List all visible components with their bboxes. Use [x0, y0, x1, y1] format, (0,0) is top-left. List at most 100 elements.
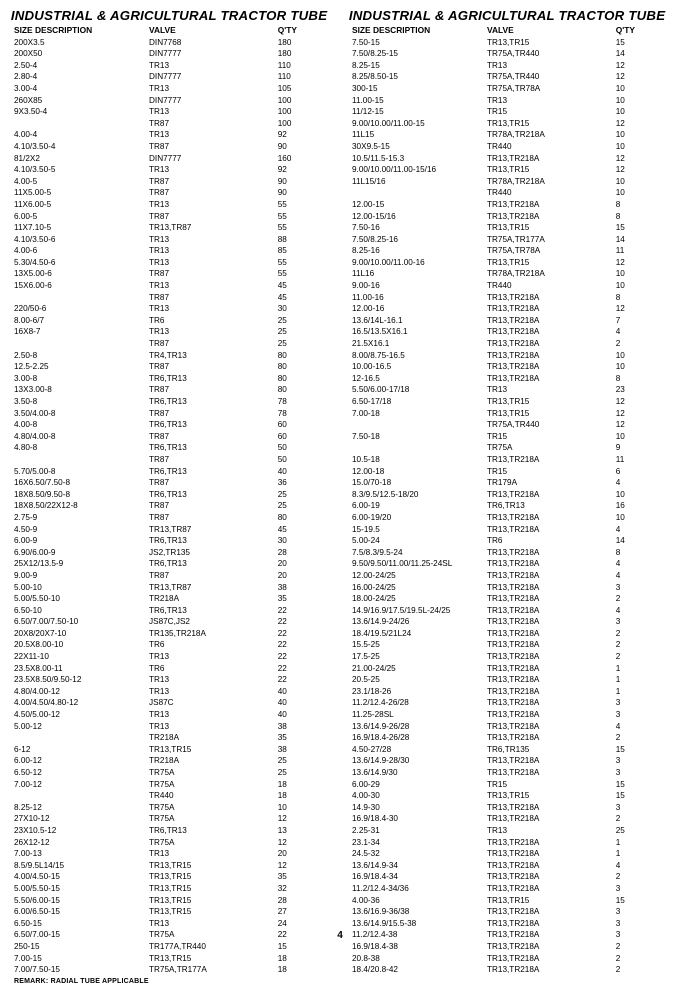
- cell-valve: TR13: [149, 848, 278, 860]
- cell-valve: TR13,TR218A: [487, 755, 616, 767]
- cell-size: 7.00-13: [14, 848, 149, 860]
- header-valve: VALVE: [487, 25, 616, 37]
- cell-qty: 10: [616, 95, 666, 107]
- cell-valve: TR87: [149, 500, 278, 512]
- cell-valve: TR13,TR15: [149, 953, 278, 965]
- cell-valve: TR13,TR218A: [487, 941, 616, 953]
- cell-size: 10.5/11.5-15.3: [352, 153, 487, 165]
- cell-qty: 15: [278, 941, 328, 953]
- cell-valve: TR13,TR218A: [487, 860, 616, 872]
- cell-valve: TR13,TR15: [487, 257, 616, 269]
- table-row: 3.50/4.00-8TR8778: [14, 408, 328, 420]
- cell-qty: 18: [278, 779, 328, 791]
- cell-size: 4.80/4.00-8: [14, 431, 149, 443]
- cell-qty: 12: [616, 303, 666, 315]
- cell-size: 3.50/4.00-8: [14, 408, 149, 420]
- table-row: 9X3.50-4TR13100: [14, 106, 328, 118]
- table-row: 16X6.50/7.50-8TR8736: [14, 477, 328, 489]
- table-row: 4.80-8TR6,TR1350: [14, 442, 328, 454]
- table-row: 4.10/3.50-6TR1388: [14, 234, 328, 246]
- cell-qty: 2: [616, 732, 666, 744]
- cell-qty: 25: [616, 825, 666, 837]
- cell-qty: 40: [278, 466, 328, 478]
- cell-size: 6.00-12: [14, 755, 149, 767]
- cell-size: 22X11-10: [14, 651, 149, 663]
- cell-valve: TR6,TR13: [149, 396, 278, 408]
- cell-size: 11.2/12.4-26/28: [352, 697, 487, 709]
- table-row: 8.25-16TR75A,TR78A11: [352, 245, 666, 257]
- cell-size: 2.50-8: [14, 350, 149, 362]
- cell-size: 23.5X8.00-11: [14, 663, 149, 675]
- table-row: 6.50/7.00/7.50-10JS87C,JS222: [14, 616, 328, 628]
- cell-valve: TR87: [149, 512, 278, 524]
- cell-size: 6.00-9: [14, 535, 149, 547]
- cell-size: 7.50-15: [352, 37, 487, 49]
- table-row: 2.80-4DIN7777110: [14, 71, 328, 83]
- cell-valve: TR87: [149, 176, 278, 188]
- page-content: INDUSTRIAL & AGRICULTURAL TRACTOR TUBESI…: [14, 8, 666, 985]
- cell-size: 16.9/18.4-34: [352, 871, 487, 883]
- cell-qty: 78: [278, 396, 328, 408]
- cell-size: 8.25-15: [352, 60, 487, 72]
- cell-valve: TR13,TR218A: [487, 547, 616, 559]
- cell-size: 7.50-18: [352, 431, 487, 443]
- cell-qty: 3: [616, 883, 666, 895]
- cell-qty: 12: [616, 153, 666, 165]
- table-row: 5.70/5.00-8TR6,TR1340: [14, 466, 328, 478]
- cell-size: 11X7.10-5: [14, 222, 149, 234]
- cell-size: 20X8/20X7-10: [14, 628, 149, 640]
- cell-qty: 60: [278, 419, 328, 431]
- cell-size: 81/2X2: [14, 153, 149, 165]
- table-row: 8.00-6/7TR625: [14, 315, 328, 327]
- table-row: 11.2/12.4-26/28TR13,TR218A3: [352, 697, 666, 709]
- cell-qty: 23: [616, 384, 666, 396]
- cell-qty: 10: [616, 512, 666, 524]
- cell-valve: JS87C: [149, 697, 278, 709]
- table-row: 11.00-16TR13,TR218A8: [352, 292, 666, 304]
- cell-valve: TR13,TR15: [487, 164, 616, 176]
- cell-size: 21.5X16.1: [352, 338, 487, 350]
- cell-qty: 3: [616, 767, 666, 779]
- cell-size: 10.5-18: [352, 454, 487, 466]
- cell-size: 220/50-6: [14, 303, 149, 315]
- cell-valve: TR13,TR218A: [487, 918, 616, 930]
- cell-qty: 38: [278, 721, 328, 733]
- cell-valve: TR13: [149, 709, 278, 721]
- cell-qty: 80: [278, 373, 328, 385]
- cell-qty: 20: [278, 558, 328, 570]
- cell-size: 11L16: [352, 268, 487, 280]
- cell-size: 7.00-12: [14, 779, 149, 791]
- cell-qty: 2: [616, 338, 666, 350]
- cell-size: 4.50/5.00-12: [14, 709, 149, 721]
- cell-qty: 90: [278, 176, 328, 188]
- cell-qty: 15: [616, 222, 666, 234]
- table-row: 4.00-4TR1392: [14, 129, 328, 141]
- cell-qty: 2: [616, 871, 666, 883]
- cell-size: 7.50-16: [352, 222, 487, 234]
- cell-qty: 78: [278, 408, 328, 420]
- cell-size: [352, 419, 487, 431]
- cell-qty: 80: [278, 384, 328, 396]
- cell-valve: TR440: [487, 187, 616, 199]
- cell-qty: 85: [278, 245, 328, 257]
- table-row: 16X8-7TR1325: [14, 326, 328, 338]
- cell-qty: 4: [616, 605, 666, 617]
- cell-valve: TR13,TR218A: [487, 582, 616, 594]
- cell-size: 12.5-2.25: [14, 361, 149, 373]
- table-row: 7.00-18TR13,TR1512: [352, 408, 666, 420]
- cell-size: 9.00-16: [352, 280, 487, 292]
- cell-size: 16X6.50/7.50-8: [14, 477, 149, 489]
- cell-qty: 25: [278, 338, 328, 350]
- table-row: 18.4/19.5/21L24TR13,TR218A2: [352, 628, 666, 640]
- cell-size: 13.6/14.9/30: [352, 767, 487, 779]
- table-row: 12-16.5TR13,TR218A8: [352, 373, 666, 385]
- table-row: 13X5.00-6TR8755: [14, 268, 328, 280]
- remark-text: REMARK: RADIAL TUBE APPLICABLE: [14, 978, 328, 985]
- table-row: 14.9-30TR13,TR218A3: [352, 802, 666, 814]
- cell-valve: TR78A,TR218A: [487, 129, 616, 141]
- cell-size: 30X9.5-15: [352, 141, 487, 153]
- cell-qty: 4: [616, 558, 666, 570]
- table-row: 7.50/8.25-15TR75A,TR44014: [352, 48, 666, 60]
- cell-size: 4.00-6: [14, 245, 149, 257]
- cell-qty: 4: [616, 721, 666, 733]
